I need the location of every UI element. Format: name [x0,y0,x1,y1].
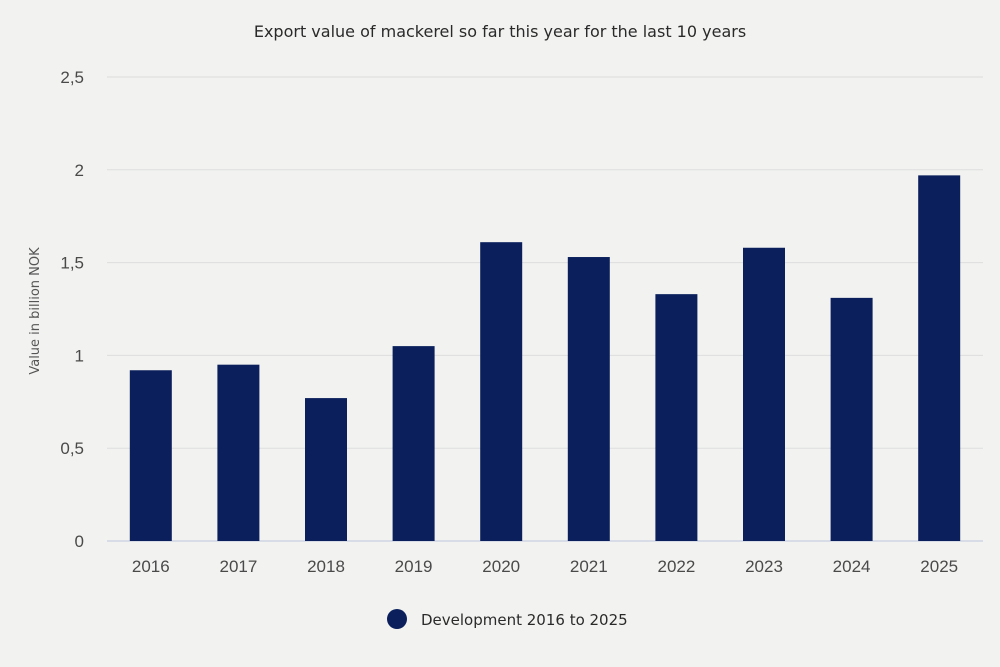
x-tick-label: 2019 [395,557,433,576]
bar-2017 [217,364,260,541]
bar-2024 [830,297,873,541]
bar-2018 [305,398,347,541]
y-tick-label: 2 [75,161,84,180]
x-tick-label: 2016 [132,557,170,576]
legend: Development 2016 to 2025 [387,609,628,629]
bars [129,175,961,542]
y-tick-label: 1 [75,346,84,365]
x-tick-label: 2020 [482,557,520,576]
y-tick-label: 1,5 [60,254,84,273]
y-axis-title: Value in billion NOK [28,247,43,375]
bar-2020 [480,242,523,541]
x-tick-label: 2025 [920,557,958,576]
x-tick-label: 2017 [219,557,257,576]
x-tick-label: 2024 [833,557,871,576]
y-tick-label: 0,5 [60,439,84,458]
x-axis-ticks: 2016 2017 2018 2019 2020 2021 2022 2023 2024 2025 [132,557,958,576]
y-axis-ticks: 0 0,5 1 1,5 2 2,5 [60,68,84,551]
x-tick-label: 2021 [570,557,608,576]
bar-2016 [129,370,172,541]
bar-2025 [918,175,961,542]
x-tick-label: 2018 [307,557,345,576]
x-tick-label: 2022 [657,557,695,576]
legend-label: Development 2016 to 2025 [421,611,628,629]
chart-title: Export value of mackerel so far this yea… [254,22,746,41]
x-tick-label: 2023 [745,557,783,576]
bar-2019 [392,346,435,541]
y-tick-label: 0 [75,532,84,551]
y-tick-label: 2,5 [60,68,84,87]
legend-marker [387,609,407,629]
bar-2023 [743,247,785,541]
bar-2021 [567,257,610,541]
bar-2022 [655,294,698,541]
